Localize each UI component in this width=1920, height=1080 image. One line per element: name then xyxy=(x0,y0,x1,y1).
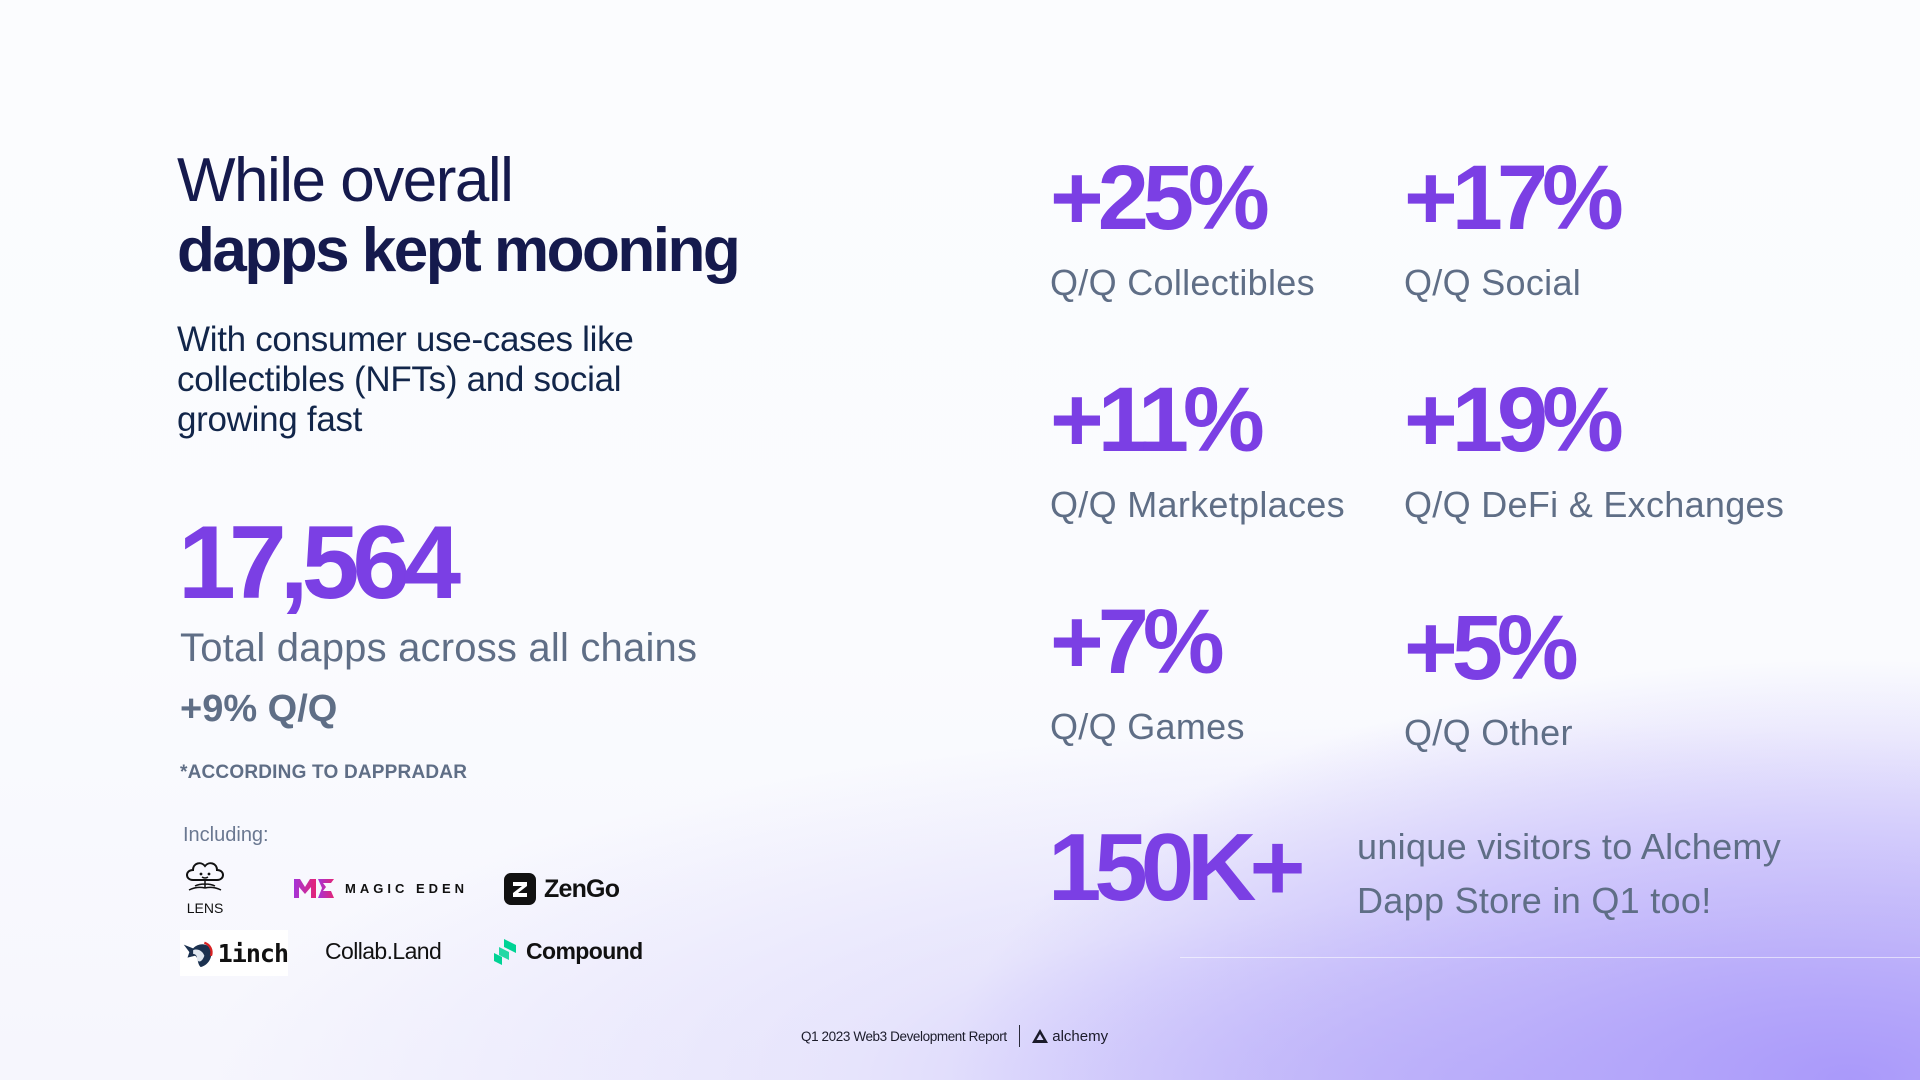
1inch-unicorn-icon xyxy=(183,941,213,968)
stat-value: +25% xyxy=(1050,147,1270,249)
zengo-logo: ZenGo xyxy=(504,873,620,905)
zengo-logo-icon xyxy=(504,873,536,905)
stat-label: Q/Q Other xyxy=(1404,712,1573,753)
collab-land-logo: Collab.Land xyxy=(325,938,442,965)
alchemy-brand: alchemy xyxy=(1032,1028,1108,1045)
alchemy-brand-text: alchemy xyxy=(1052,1027,1109,1045)
stat-label: Q/Q Collectibles xyxy=(1050,262,1315,303)
title-line-1: While overall xyxy=(177,146,514,215)
visitors-label: unique visitors to Alchemy Dapp Store in… xyxy=(1357,826,1781,921)
stat-label: Q/Q Marketplaces xyxy=(1050,484,1345,525)
subheadline: With consumer use-cases like collectible… xyxy=(177,320,634,439)
including-label: Including: xyxy=(183,824,269,846)
stat-games: +7% Q/Q Games xyxy=(1050,592,1245,748)
stat-value: +5% xyxy=(1404,597,1579,699)
stat-marketplaces: +11% Q/Q Marketplaces xyxy=(1050,370,1345,526)
stat-value: +17% xyxy=(1404,147,1624,249)
compound-logo-text: Compound xyxy=(526,937,643,964)
stat-value: +7% xyxy=(1050,591,1225,693)
total-dapps-value: 17,564 xyxy=(178,505,461,621)
collab-land-logo-text: Collab.Land xyxy=(325,938,442,964)
stat-collectibles: +25% Q/Q Collectibles xyxy=(1050,148,1315,304)
1inch-logo-text: 1inch xyxy=(217,938,289,968)
stat-social: +17% Q/Q Social xyxy=(1404,147,1624,304)
stat-label: Q/Q Games xyxy=(1050,706,1245,747)
report-title: Q1 2023 Web3 Development Report xyxy=(801,1028,1007,1044)
stat-label: Q/Q DeFi & Exchanges xyxy=(1404,484,1785,525)
compound-logo-icon xyxy=(494,939,516,965)
source-footnote: *ACCORDING TO DAPPRADAR xyxy=(180,762,468,783)
footer: Q1 2023 Web3 Development Report alchemy xyxy=(801,1025,1108,1047)
1inch-logo: 1inch xyxy=(180,930,289,976)
total-dapps-growth: +9% Q/Q xyxy=(180,688,338,730)
compound-logo: Compound xyxy=(492,935,643,967)
magic-eden-logo: MAGIC EDEN xyxy=(293,876,468,900)
magic-eden-logo-icon xyxy=(294,879,334,898)
stat-label: Q/Q Social xyxy=(1404,262,1582,303)
visitors-value: 150K+ xyxy=(1048,814,1306,921)
divider-line xyxy=(1180,957,1920,958)
lens-logo-icon xyxy=(186,862,224,891)
stat-value: +11% xyxy=(1050,369,1265,471)
stat-value: +19% xyxy=(1404,369,1624,471)
stat-other: +5% Q/Q Other xyxy=(1404,597,1579,754)
lens-logo: LENS xyxy=(183,860,227,915)
title-line-2: dapps kept mooning xyxy=(177,216,741,285)
lens-logo-text: LENS xyxy=(186,900,224,916)
stat-defi-exchanges: +19% Q/Q DeFi & Exchanges xyxy=(1404,370,1784,526)
zengo-logo-text: ZenGo xyxy=(544,874,620,903)
alchemy-logo-icon xyxy=(1032,1029,1049,1043)
footer-separator xyxy=(1018,1025,1021,1047)
magic-eden-logo-text: MAGIC EDEN xyxy=(345,880,469,896)
page-title: While overall dapps kept mooning xyxy=(177,146,741,286)
total-dapps-label: Total dapps across all chains xyxy=(180,626,698,670)
